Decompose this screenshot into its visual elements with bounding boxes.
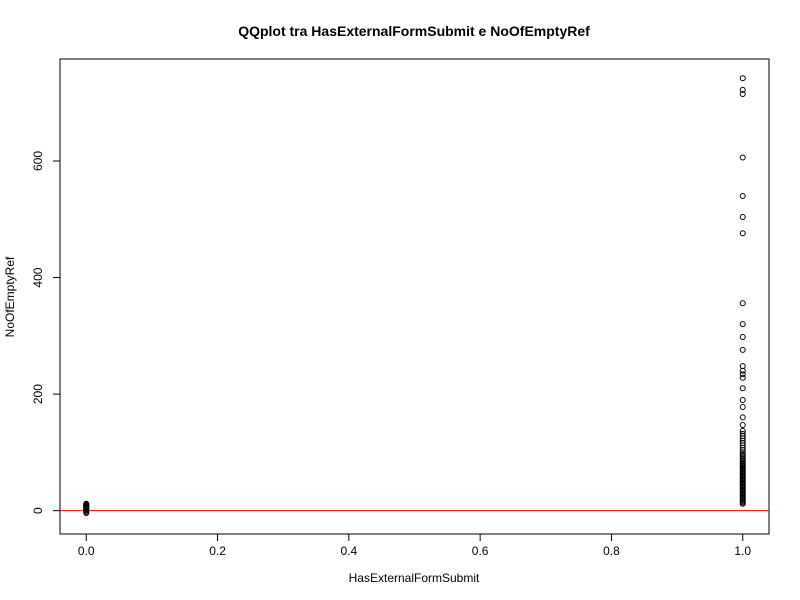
data-point [739, 396, 746, 403]
y-tick-label: 400 [31, 267, 45, 287]
data-point [739, 230, 746, 237]
y-tick-label: 600 [31, 151, 45, 171]
x-axis: 0.0 0.2 0.4 0.6 0.8 1.0 [78, 533, 751, 558]
y-axis-label: NoOfEmptyRef [3, 256, 17, 337]
data-point [739, 451, 746, 458]
points-layer [83, 75, 746, 517]
x-tick-label: 0.0 [78, 544, 95, 558]
plot-frame [59, 58, 770, 535]
data-point [739, 154, 746, 161]
x-tick-label: 0.2 [209, 544, 226, 558]
y-tick-label: 0 [31, 507, 45, 514]
data-point [739, 86, 746, 93]
data-point [739, 427, 746, 434]
data-point [739, 452, 746, 459]
chart-title: QQplot tra HasExternalFormSubmit e NoOfE… [238, 23, 590, 39]
x-tick-label: 1.0 [734, 544, 751, 558]
data-point [739, 300, 746, 307]
data-point [739, 403, 746, 410]
data-point [739, 90, 746, 97]
data-point [739, 430, 746, 437]
y-axis: 0 200 400 600 [31, 151, 61, 514]
data-point [739, 346, 746, 353]
data-point [739, 75, 746, 82]
y-tick-label: 200 [31, 384, 45, 404]
x-axis-label: HasExternalFormSubmit [349, 571, 480, 585]
x-tick-label: 0.6 [472, 544, 489, 558]
data-point [83, 500, 90, 507]
data-point [739, 422, 746, 429]
data-point [739, 334, 746, 341]
data-point [739, 213, 746, 220]
data-point [739, 374, 746, 381]
data-point [739, 385, 746, 392]
data-point [739, 192, 746, 199]
data-point [739, 363, 746, 370]
data-point [739, 414, 746, 421]
x-tick-label: 0.8 [603, 544, 620, 558]
data-point [739, 321, 746, 328]
x-tick-label: 0.4 [341, 544, 358, 558]
data-point [739, 371, 746, 378]
